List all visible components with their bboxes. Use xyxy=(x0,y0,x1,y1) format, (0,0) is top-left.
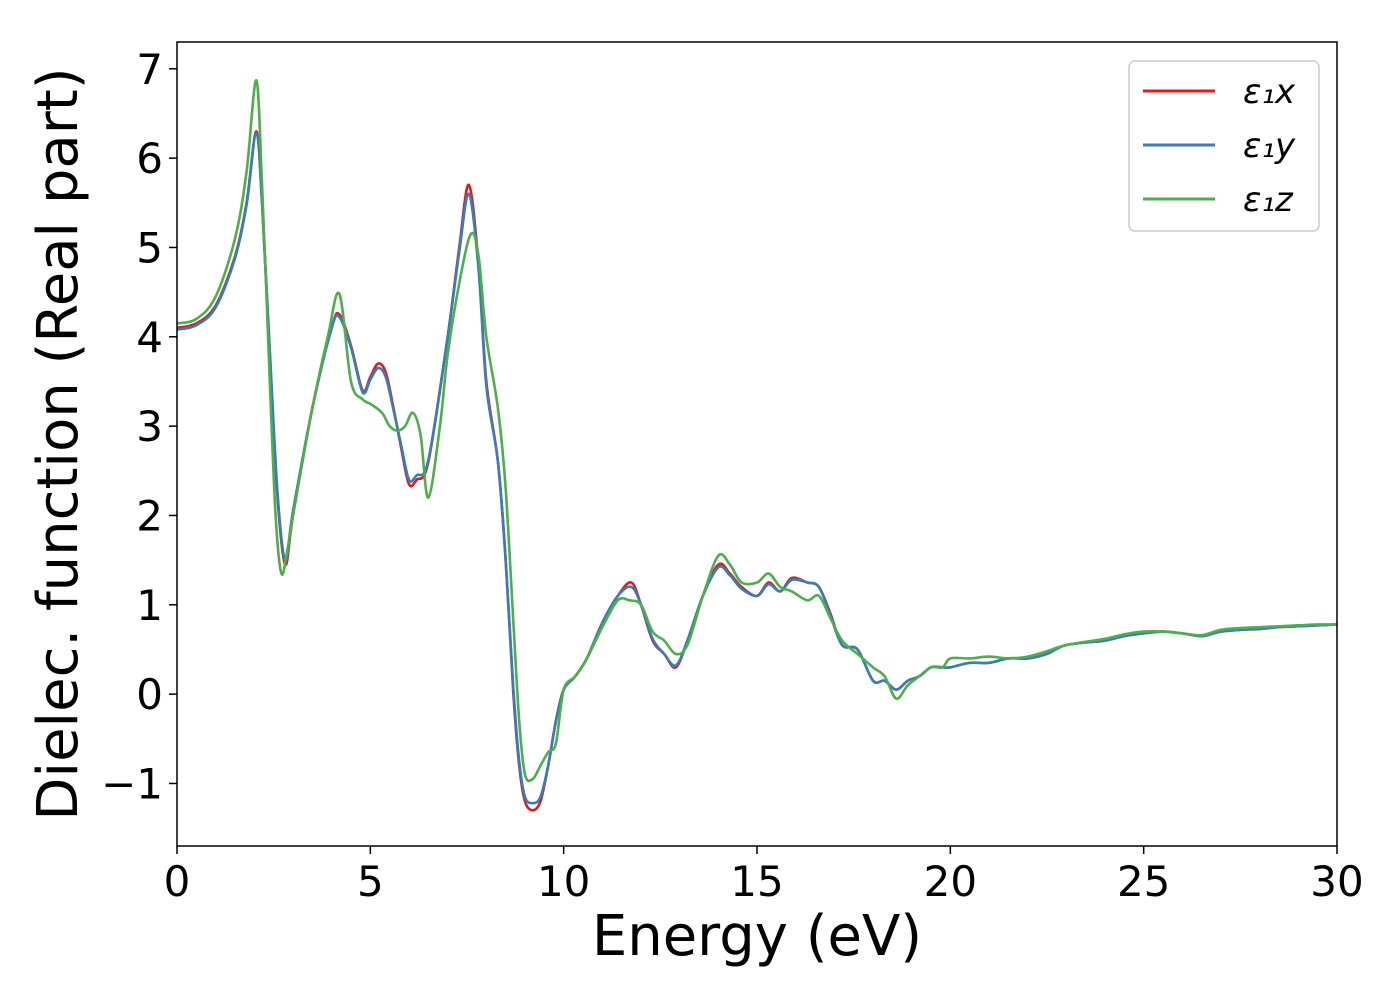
legend-box xyxy=(1128,60,1320,232)
series-line-eps1z xyxy=(177,79,1337,783)
y-axis-ticks: −1 0 1 2 3 4 5 6 7 xyxy=(101,45,177,808)
legend: ε₁x ε₁y ε₁z xyxy=(1128,60,1320,232)
x-tick-label: 25 xyxy=(1117,857,1170,906)
x-axis-ticks: 0 5 10 15 20 25 30 xyxy=(164,846,1364,906)
x-tick-label: 10 xyxy=(537,857,590,906)
y-tick-label: 6 xyxy=(136,134,163,183)
legend-label-eps1z: ε₁z xyxy=(1243,180,1294,220)
series-line-eps1x xyxy=(177,130,1337,812)
y-axis-label: Dielec. function (Real part) xyxy=(26,67,91,820)
legend-items: ε₁x ε₁y ε₁z xyxy=(1143,72,1296,220)
series-line-eps1y xyxy=(177,131,1337,805)
y-tick-label: 5 xyxy=(136,223,163,272)
y-tick-label: 3 xyxy=(136,402,163,451)
y-tick-label: 1 xyxy=(136,581,163,630)
y-tick-label: 0 xyxy=(136,670,163,719)
x-tick-label: 15 xyxy=(730,857,783,906)
x-axis-label: Energy (eV) xyxy=(592,904,922,969)
y-tick-label: 7 xyxy=(136,45,163,94)
x-tick-label: 0 xyxy=(164,857,191,906)
y-tick-label: −1 xyxy=(101,759,163,808)
legend-label-eps1y: ε₁y xyxy=(1243,126,1296,166)
x-tick-label: 30 xyxy=(1310,857,1363,906)
series-lines xyxy=(177,79,1337,812)
y-tick-label: 4 xyxy=(136,313,163,362)
x-tick-label: 20 xyxy=(924,857,977,906)
legend-label-eps1x: ε₁x xyxy=(1243,72,1296,112)
y-tick-label: 2 xyxy=(136,491,163,540)
x-tick-label: 5 xyxy=(357,857,384,906)
